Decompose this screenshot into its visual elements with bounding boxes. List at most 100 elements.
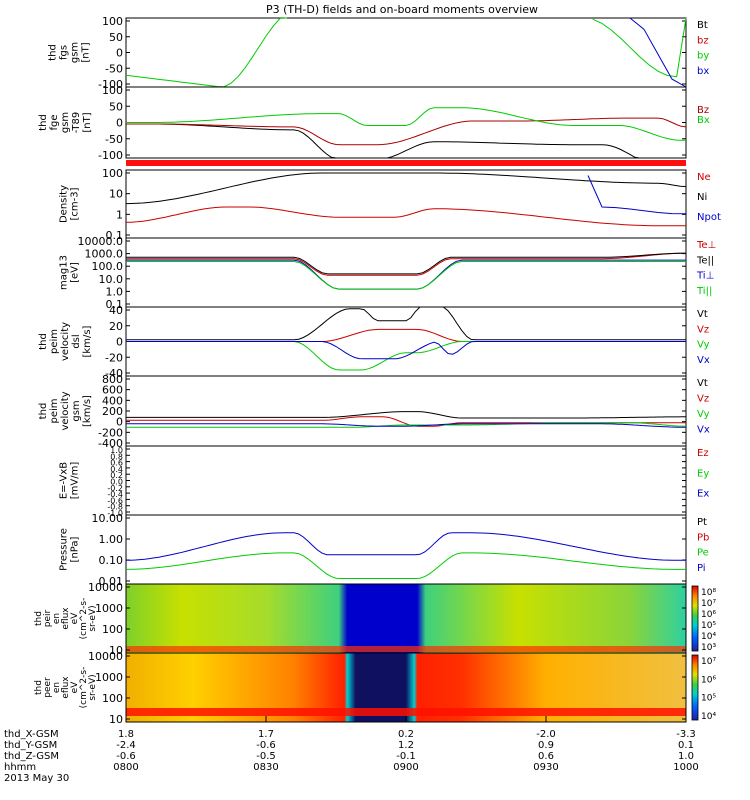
y-tick-label: 0.8 <box>110 452 123 461</box>
y-axis-label-line: (cm^2-s- <box>79 598 89 640</box>
legend-item: Vy <box>697 409 710 420</box>
colorbar-label: 10⁵ <box>701 621 716 631</box>
legend-item: Vx <box>697 425 710 436</box>
spectrogram-peir <box>126 584 686 653</box>
y-tick-label: 400 <box>102 394 123 407</box>
x-tick-label-z_gsm: 1.0 <box>678 751 694 762</box>
y-axis-label-line: E=-VxB <box>59 462 70 499</box>
y-axis-label-line: peim <box>49 329 60 354</box>
y-tick-label: 100 <box>102 84 123 97</box>
x-tick-label-x_gsm: 1.7 <box>258 729 274 740</box>
y-tick-label: 0.1 <box>106 229 124 242</box>
legend-item: Vt <box>697 378 708 389</box>
colorbar-label: 10⁵ <box>701 694 716 704</box>
legend-item: Ne <box>697 172 711 183</box>
y-axis-label-line: eV <box>70 612 80 625</box>
y-tick-label: 10000 <box>88 581 123 594</box>
colorbar-label: 10⁷ <box>701 657 716 667</box>
x-tick-label-z_gsm: -0.1 <box>396 751 416 762</box>
x-tick-label-hhmm: 0800 <box>113 762 138 773</box>
panel-frame-fge <box>125 86 687 159</box>
y-axis-label-line: fgs <box>59 45 70 60</box>
y-tick-label: 20 <box>109 320 123 333</box>
y-tick-label: 1.00 <box>99 533 124 546</box>
x-tick-label-y_gsm: -0.6 <box>256 740 276 751</box>
legend-item: Te⊥ <box>696 240 716 251</box>
series-vgsm-3 <box>126 423 686 428</box>
x-row-label: thd_Z-GSM <box>4 751 59 762</box>
legend-item: Te|| <box>696 255 714 266</box>
x-tick-label-hhmm: 0830 <box>253 762 278 773</box>
y-tick-label: 1000 <box>95 602 123 615</box>
legend-item: Vt <box>697 309 708 320</box>
series-temp-1 <box>126 252 686 275</box>
legend-item: Npot <box>697 212 721 223</box>
colorbar-peir <box>691 585 699 652</box>
x-tick-label-y_gsm: 0.1 <box>678 740 694 751</box>
y-axis-label-line: Pressure <box>59 528 70 571</box>
y-tick-label: 10.00 <box>92 512 124 525</box>
panel-frame-density <box>125 169 687 239</box>
y-tick-label: -0.2 <box>107 484 123 493</box>
y-tick-label: 50 <box>109 100 123 113</box>
y-axis-label-line: [km/s] <box>82 395 93 427</box>
legend-item: bx <box>697 66 709 77</box>
x-tick-label-x_gsm: 0.2 <box>398 729 414 740</box>
x-row-label: hhmm <box>4 762 36 773</box>
y-tick-label: 50 <box>109 31 123 44</box>
legend-item: Ex <box>697 489 709 500</box>
y-tick-label: 1 <box>116 208 123 221</box>
y-axis-label-line: mag13 <box>59 255 70 290</box>
date-label: 2013 May 30 <box>4 773 69 784</box>
x-tick-label-y_gsm: 1.2 <box>398 740 414 751</box>
y-tick-label: 600 <box>102 384 123 397</box>
y-tick-label: 1000 <box>95 671 123 684</box>
y-axis-label-line: [mV/m] <box>70 462 81 500</box>
y-tick-label: 0.0 <box>110 478 123 487</box>
series-vgsm-2 <box>126 422 687 428</box>
x-tick-label-y_gsm: -2.4 <box>116 740 136 751</box>
y-axis-label-line: sr-eV) <box>88 605 98 631</box>
y-axis-label-line: [nT] <box>82 112 93 132</box>
y-tick-label: 200 <box>102 405 123 418</box>
x-tick-label-x_gsm: -3.3 <box>676 729 696 740</box>
y-axis-label-line: velocity <box>60 322 71 361</box>
y-tick-label: 0 <box>116 117 123 130</box>
panel-fgs: 100 50 0 -50 -100 thd fgs gsm [nT] Bt bz by bx <box>48 15 710 91</box>
panel-density: 100 10 1 0.1 Density [cm-3] Ne Ni Npot <box>59 167 721 242</box>
series-vdsl-0 <box>126 306 686 341</box>
y-tick-label: 10 <box>109 713 123 726</box>
x-tick-label-z_gsm: -0.5 <box>256 751 276 762</box>
series-temp-0 <box>126 252 687 276</box>
legend-item: Ti|| <box>696 286 712 297</box>
x-row-label: thd_Y-GSM <box>4 740 57 751</box>
y-tick-label: -50 <box>105 133 123 146</box>
y-axis-label-line: Density <box>59 185 70 223</box>
spectrogram-low-energy-band <box>126 708 686 716</box>
x-tick-label-z_gsm: 0.6 <box>538 751 554 762</box>
y-axis-label-line: en <box>52 613 62 624</box>
y-axis-label-line: thd <box>38 403 49 420</box>
colorbar-label: 10⁸ <box>701 588 716 598</box>
series-vgsm-0 <box>126 411 686 419</box>
legend-item: Ti⊥ <box>696 271 714 282</box>
panel-pressure: 10.00 1.00 0.10 0.01 Pressure [nPa] Pt Pb Pe Pi <box>59 512 710 588</box>
y-axis-label-line: velocity <box>60 391 71 430</box>
panel-frame-fgs <box>125 17 687 88</box>
legend-item: Bt <box>697 20 708 31</box>
legend-item: Bx <box>697 115 710 126</box>
y-axis-label-line: thd <box>38 333 49 350</box>
y-tick-label: 1.0 <box>106 285 124 298</box>
y-axis-label-line: sr-eV) <box>88 674 98 700</box>
colorbar-label: 10⁴ <box>701 712 716 722</box>
legend-item: Ey <box>697 468 709 479</box>
y-axis-label-line: thd <box>34 611 44 626</box>
y-tick-label: 0.6 <box>110 459 123 468</box>
y-axis-label-line: gsm <box>70 42 81 63</box>
y-tick-label: 0.2 <box>110 471 123 480</box>
y-axis-label-line: [eV] <box>70 262 81 283</box>
x-tick-label-hhmm: 0900 <box>393 762 418 773</box>
